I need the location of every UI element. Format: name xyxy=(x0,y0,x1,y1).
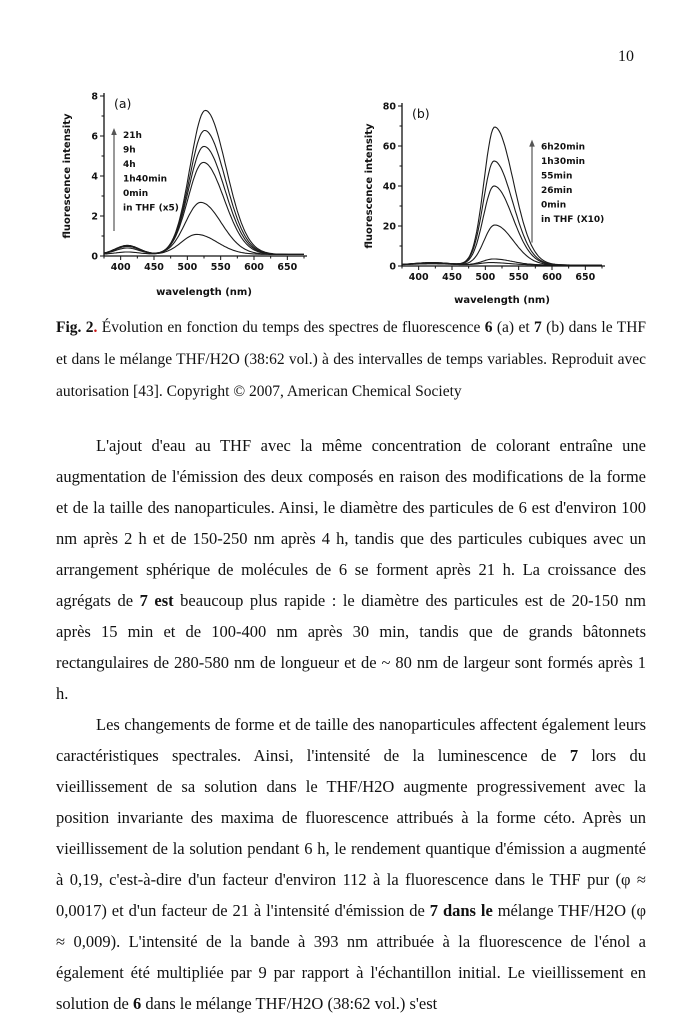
emphasized-text: 7 xyxy=(534,319,542,336)
series-curve-55min xyxy=(401,185,602,266)
chart-b: 400 450 500 550 600 650 0 20 40 60 80 wavelength (n… xyxy=(364,102,605,306)
y-tick-label: 4 xyxy=(91,172,98,183)
legend-label: 26min xyxy=(541,186,572,196)
series-curve-in-thf-(x10) xyxy=(401,262,602,266)
y-axis-label: fluorescence intensity xyxy=(62,113,73,238)
x-tick-label: 500 xyxy=(475,272,495,283)
emphasized-text: 6 xyxy=(484,319,493,336)
panel-label: (a) xyxy=(114,96,131,111)
legend-label: 21h xyxy=(123,131,142,141)
x-tick-label: 400 xyxy=(111,262,131,273)
x-tick-label: 550 xyxy=(509,272,529,283)
chart-a: 400 450 500 550 600 650 0 2 4 6 8 wavelength (nm) fl… xyxy=(62,92,307,298)
x-tick-label: 600 xyxy=(244,262,264,273)
emphasized-text: 7 dans le xyxy=(429,901,493,920)
y-axis-label: fluorescence intensity xyxy=(364,123,375,248)
series-curve-in-thf-(x5) xyxy=(104,233,304,255)
figure-caption: Fig. 2. Évolution en fonction du temps d… xyxy=(56,312,646,408)
legend-label: 1h30min xyxy=(541,157,585,167)
y-tick-label: 8 xyxy=(91,92,98,103)
text-segment: L'ajout d'eau au THF avec la même concen… xyxy=(56,436,646,610)
y-tick-label: 6 xyxy=(91,132,98,143)
paragraph-2: Les changements de forme et de taille de… xyxy=(56,709,646,1019)
text-segment: (a) et xyxy=(492,319,535,336)
y-tick-label: 80 xyxy=(383,102,397,113)
x-tick-label: 450 xyxy=(144,262,164,273)
legend-label: 4h xyxy=(123,160,136,170)
panel-label: (b) xyxy=(412,106,430,121)
text-segment: (b) dans le THF et dans le mélange THF/H… xyxy=(56,319,647,400)
x-tick-label: 550 xyxy=(211,262,231,273)
text-segment: beaucoup plus rapide : le diamètre des p… xyxy=(56,591,647,703)
x-axis-label: wavelength (nm) xyxy=(454,295,550,306)
x-tick-label: 650 xyxy=(575,272,595,283)
x-tick-label: 450 xyxy=(442,272,462,283)
text-segment: dans le mélange THF/H2O (38:62 vol.) s'e… xyxy=(141,994,438,1013)
legend-label: in THF (x5) xyxy=(123,204,179,214)
x-tick-label: 400 xyxy=(409,272,429,283)
emphasized-text: 7 xyxy=(569,746,579,765)
legend-label: 1h40min xyxy=(123,175,167,185)
page-content: 400 450 500 550 600 650 0 2 4 6 8 wavelength (nm) fl… xyxy=(56,88,646,1019)
y-tick-label: 60 xyxy=(383,142,397,153)
text-segment: lors du vieillissement de sa solution da… xyxy=(56,746,646,920)
legend-label: 6h20min xyxy=(541,143,585,153)
text-segment: Évolution en fonction du temps des spect… xyxy=(97,319,485,336)
legend-label: 0min xyxy=(123,189,148,199)
text-segment: mélange THF/H2O (φ ≈ 0,009). L'intensité… xyxy=(56,901,646,1013)
y-tick-label: 0 xyxy=(389,262,396,273)
legend-label: in THF (X10) xyxy=(541,215,604,225)
series-curve-26min xyxy=(401,224,602,266)
legend-label: 0min xyxy=(541,201,566,211)
x-tick-label: 500 xyxy=(177,262,197,273)
paragraph-1: L'ajout d'eau au THF avec la même concen… xyxy=(56,430,646,709)
emphasized-text: 7 est xyxy=(139,591,174,610)
text-segment: Les changements de forme et de taille de… xyxy=(56,715,646,765)
figure-2: 400 450 500 550 600 650 0 2 4 6 8 wavelength (nm) fl… xyxy=(48,88,692,306)
x-tick-label: 650 xyxy=(277,262,297,273)
x-axis-label: wavelength (nm) xyxy=(156,287,252,298)
emphasized-text: Fig. 2 xyxy=(56,319,94,336)
legend-arrow-head xyxy=(111,128,117,135)
emphasized-text: 6 xyxy=(133,994,142,1013)
legend-label: 55min xyxy=(541,172,572,182)
y-tick-label: 2 xyxy=(91,212,98,223)
legend-label: 9h xyxy=(123,146,136,156)
page-number: 10 xyxy=(618,48,634,65)
emphasized-text: . xyxy=(93,319,98,336)
x-tick-label: 600 xyxy=(542,272,562,283)
legend-arrow-head xyxy=(529,139,535,147)
y-tick-label: 20 xyxy=(383,222,397,233)
y-tick-label: 0 xyxy=(91,252,98,263)
y-tick-label: 40 xyxy=(383,182,397,193)
